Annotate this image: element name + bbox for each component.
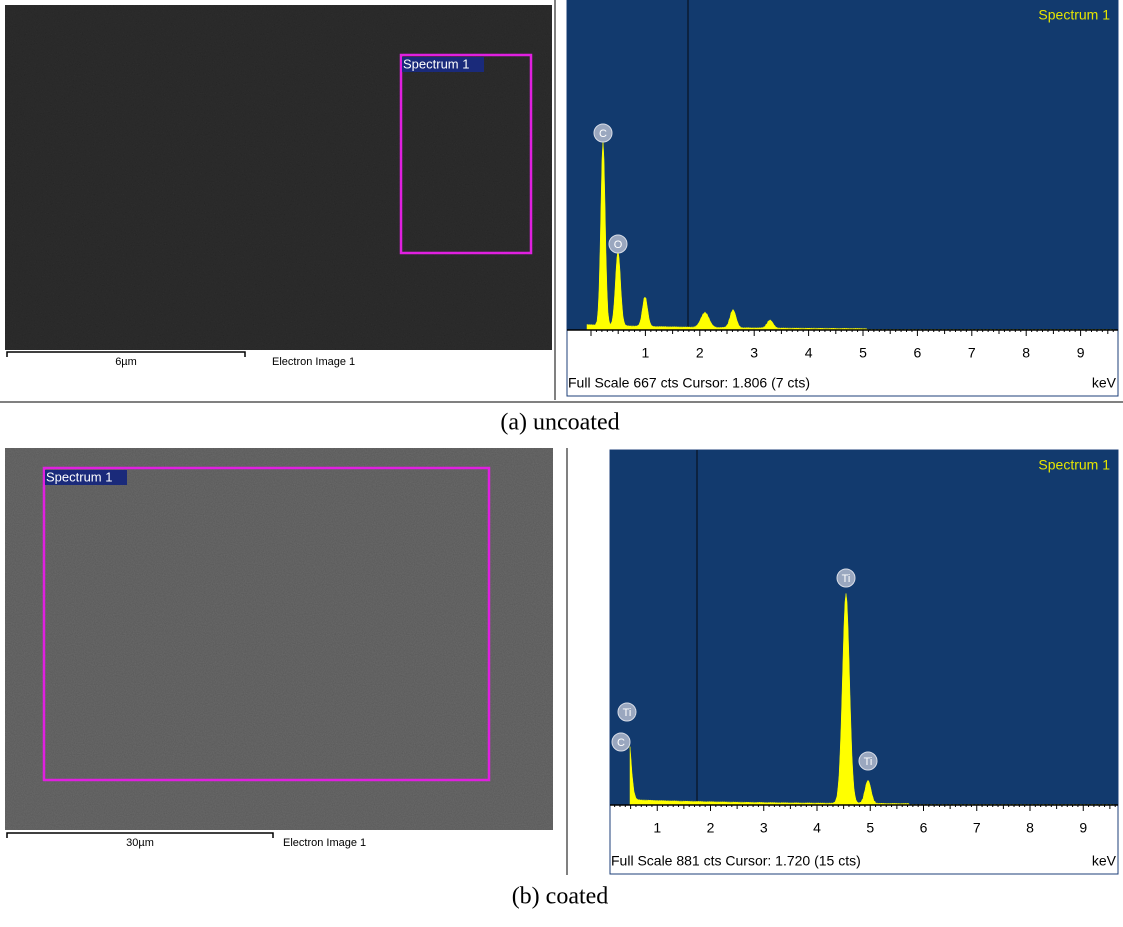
sem-image (5, 448, 553, 830)
panel-caption: (b) coated (512, 884, 609, 910)
x-tick-label: 4 (805, 345, 813, 361)
spectrum-region (399, 53, 533, 255)
region-label-bg (45, 470, 127, 485)
sem-image (5, 5, 552, 350)
x-tick-label: 9 (1077, 345, 1085, 361)
peak-marker (836, 568, 856, 588)
peak-label: Ti (864, 756, 873, 768)
spectrum-region (42, 466, 491, 782)
x-tick-label: 9 (1079, 820, 1087, 836)
image-label: Electron Image 1 (272, 356, 355, 368)
x-tick-label: 6 (920, 820, 928, 836)
spectrum-title: Spectrum 1 (1038, 7, 1110, 23)
region-label-bg (402, 57, 484, 72)
x-tick-label: 6 (914, 345, 922, 361)
peak-marker (617, 702, 637, 722)
image-label: Electron Image 1 (283, 837, 366, 849)
scale-bar (6, 351, 246, 357)
x-tick-label: 1 (642, 345, 650, 361)
spectrum-unit: keV (1092, 853, 1117, 869)
peak-marker (608, 234, 628, 254)
scale-label: 6µm (115, 356, 137, 368)
x-tick-label: 3 (750, 345, 758, 361)
peak-label: Ti (842, 573, 851, 585)
x-tick-label: 2 (707, 820, 715, 836)
x-tick-label: 7 (968, 345, 976, 361)
region-label: Spectrum 1 (46, 469, 112, 484)
x-tick-label: 5 (859, 345, 867, 361)
spectrum-footer: Full Scale 667 cts Cursor: 1.806 (7 cts) (568, 375, 810, 391)
x-tick-label: 7 (973, 820, 981, 836)
scale-bar (6, 832, 274, 838)
x-tick-label: 8 (1022, 345, 1030, 361)
peak-marker (858, 751, 878, 771)
peak-label: C (599, 128, 607, 140)
scale-label: 30µm (126, 837, 154, 849)
x-tick-label: 5 (866, 820, 874, 836)
panel-caption: (a) uncoated (500, 410, 619, 436)
peak-marker (611, 732, 631, 752)
spectrum-plot (610, 450, 1118, 805)
x-tick-label: 8 (1026, 820, 1034, 836)
x-tick-label: 4 (813, 820, 821, 836)
x-tick-label: 1 (653, 820, 661, 836)
peak-label: C (617, 737, 625, 749)
spectrum-unit: keV (1092, 375, 1117, 391)
x-tick-label: 2 (696, 345, 704, 361)
peak-label: O (614, 239, 623, 251)
spectrum-title: Spectrum 1 (1038, 457, 1110, 473)
peak-marker (593, 123, 613, 143)
x-tick-label: 3 (760, 820, 768, 836)
region-label: Spectrum 1 (403, 56, 469, 71)
spectrum-plot (567, 0, 1118, 330)
spectrum-footer: Full Scale 881 cts Cursor: 1.720 (15 cts… (611, 853, 861, 869)
peak-label: Ti (623, 707, 632, 719)
